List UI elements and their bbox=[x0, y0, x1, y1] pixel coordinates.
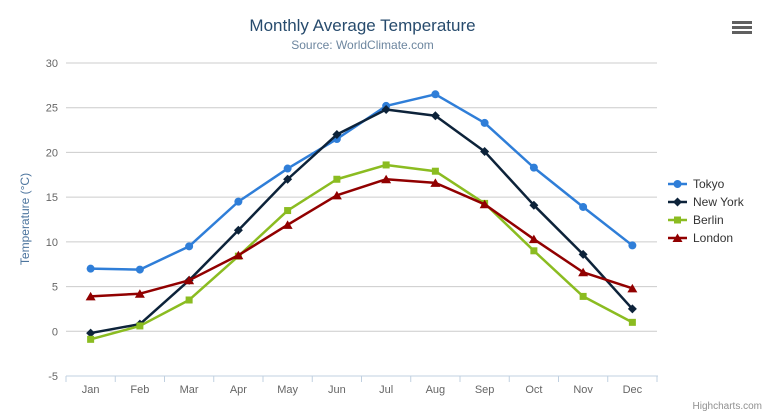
square-marker[interactable] bbox=[628, 318, 636, 326]
series-london bbox=[85, 174, 638, 301]
square-marker bbox=[674, 216, 681, 224]
triangle-marker[interactable] bbox=[578, 267, 589, 277]
x-axis-label: Jun bbox=[328, 384, 346, 396]
triangle-marker[interactable] bbox=[430, 178, 441, 187]
diamond-marker[interactable] bbox=[627, 304, 637, 314]
circle-legend-symbol bbox=[668, 180, 687, 188]
circle-marker[interactable] bbox=[234, 197, 243, 206]
circle-marker[interactable] bbox=[628, 241, 637, 250]
legend-label: London bbox=[693, 231, 734, 245]
legend-item-new-york[interactable]: New York bbox=[668, 195, 744, 209]
x-axis-label: Feb bbox=[130, 384, 149, 396]
diamond-marker[interactable] bbox=[578, 249, 588, 259]
y-axis-label: 0 bbox=[52, 326, 58, 338]
y-axis-label: 25 bbox=[46, 103, 58, 115]
legend-label: Tokyo bbox=[693, 177, 725, 191]
x-axis-label: Jul bbox=[379, 384, 393, 396]
triangle-marker[interactable] bbox=[331, 190, 342, 200]
x-axis-label: Dec bbox=[623, 384, 643, 396]
triangle-marker[interactable] bbox=[282, 220, 293, 229]
diamond-marker[interactable] bbox=[283, 174, 293, 184]
circle-marker[interactable] bbox=[135, 265, 144, 274]
square-marker[interactable] bbox=[579, 292, 587, 300]
triangle-marker[interactable] bbox=[85, 291, 96, 301]
square-marker[interactable] bbox=[333, 175, 341, 183]
diamond-legend-symbol bbox=[668, 197, 687, 207]
diamond-marker[interactable] bbox=[332, 130, 342, 140]
y-axis-label: 10 bbox=[46, 237, 58, 249]
series-line-new-york bbox=[89, 108, 634, 335]
square-marker[interactable] bbox=[530, 247, 538, 255]
triangle-marker[interactable] bbox=[184, 275, 195, 285]
y-axis-title: Temperature (°C) bbox=[18, 172, 32, 266]
square-legend-symbol bbox=[668, 216, 687, 224]
legend-label: New York bbox=[693, 195, 744, 209]
x-axis-label: Nov bbox=[573, 384, 593, 396]
circle-marker[interactable] bbox=[529, 163, 538, 172]
circle-marker[interactable] bbox=[185, 242, 194, 251]
triangle-marker[interactable] bbox=[134, 289, 145, 298]
diamond-marker[interactable] bbox=[529, 200, 539, 210]
y-axis-label: 15 bbox=[46, 192, 58, 204]
triangle-marker[interactable] bbox=[528, 234, 539, 244]
export-menu-button[interactable] bbox=[732, 19, 754, 35]
legend-item-london[interactable]: London bbox=[668, 231, 744, 245]
triangle-marker bbox=[672, 233, 683, 242]
diamond-marker[interactable] bbox=[430, 111, 440, 121]
chart-subtitle: Source: WorldClimate.com bbox=[291, 38, 434, 52]
circle-marker[interactable] bbox=[480, 118, 489, 127]
legend-item-berlin[interactable]: Berlin bbox=[668, 213, 744, 227]
y-axis-label: 20 bbox=[46, 147, 58, 159]
square-marker[interactable] bbox=[87, 335, 95, 343]
x-axis-label: Jan bbox=[82, 384, 100, 396]
diamond-marker[interactable] bbox=[86, 328, 96, 338]
diamond-marker[interactable] bbox=[480, 147, 490, 157]
x-axis-label: Mar bbox=[180, 384, 199, 396]
square-marker[interactable] bbox=[136, 322, 144, 330]
legend-label: Berlin bbox=[693, 213, 724, 227]
hamburger-icon bbox=[732, 20, 754, 34]
x-axis-label: Oct bbox=[525, 384, 542, 396]
circle-marker[interactable] bbox=[283, 164, 292, 173]
y-axis-label: 5 bbox=[52, 282, 58, 294]
circle-marker bbox=[673, 180, 682, 188]
triangle-marker[interactable] bbox=[479, 199, 490, 209]
triangle-legend-symbol bbox=[668, 233, 687, 242]
circle-marker[interactable] bbox=[86, 264, 95, 273]
x-axis-label: Sep bbox=[475, 384, 495, 396]
legend-item-tokyo[interactable]: Tokyo bbox=[668, 177, 744, 191]
chart-title: Monthly Average Temperature bbox=[249, 16, 476, 35]
legend: Tokyo New York Berlin London bbox=[668, 177, 744, 245]
diamond-marker bbox=[673, 197, 682, 207]
square-marker[interactable] bbox=[431, 167, 439, 175]
series-line-london bbox=[89, 178, 634, 298]
x-axis-label: May bbox=[277, 384, 298, 396]
series-line-tokyo bbox=[89, 93, 634, 271]
series-new-york bbox=[86, 105, 637, 338]
circle-marker[interactable] bbox=[431, 90, 440, 99]
series-tokyo bbox=[86, 90, 637, 274]
diamond-marker[interactable] bbox=[233, 225, 243, 235]
triangle-marker[interactable] bbox=[233, 250, 244, 260]
square-marker[interactable] bbox=[185, 296, 193, 304]
square-marker[interactable] bbox=[284, 207, 292, 215]
y-axis-label: 30 bbox=[46, 58, 58, 70]
x-axis-label: Aug bbox=[426, 384, 446, 396]
credits-link[interactable]: Highcharts.com bbox=[692, 401, 762, 412]
diamond-marker[interactable] bbox=[381, 105, 391, 115]
square-marker[interactable] bbox=[382, 161, 390, 169]
triangle-marker[interactable] bbox=[627, 283, 638, 293]
y-axis-label: -5 bbox=[48, 371, 58, 383]
triangle-marker[interactable] bbox=[381, 174, 392, 184]
circle-marker[interactable] bbox=[579, 202, 588, 211]
x-axis-label: Apr bbox=[230, 384, 247, 396]
series-line-berlin bbox=[89, 163, 634, 341]
